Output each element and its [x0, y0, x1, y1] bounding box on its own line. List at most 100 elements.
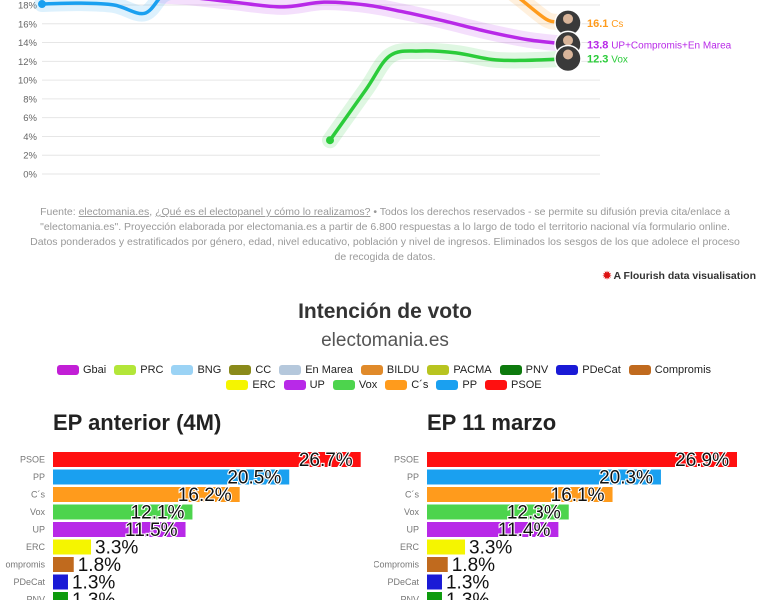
- legend-item[interactable]: PP: [436, 379, 477, 391]
- legend-item[interactable]: ERC: [226, 379, 276, 391]
- y-tick-label: 8%: [23, 94, 37, 105]
- bar: [427, 574, 442, 590]
- legend-label: Gbai: [82, 364, 107, 376]
- bar-value-label: 1.8%: [78, 555, 121, 576]
- legend-swatch: [499, 365, 522, 375]
- source-prefix: Fuente:: [40, 206, 76, 218]
- avatar-face: [563, 13, 573, 24]
- legend-label: CC: [255, 364, 272, 376]
- bar-value-label: 1.3%: [72, 590, 115, 600]
- legend-label: PP: [462, 379, 478, 391]
- legend-swatch: [436, 380, 459, 390]
- bar-category-label: ompromis: [5, 560, 45, 570]
- avatar-face: [563, 35, 573, 46]
- chart-subtitle: electomania.es: [321, 330, 449, 351]
- legend-item[interactable]: PDeCat: [556, 364, 621, 376]
- legend-swatch: [485, 380, 508, 390]
- bar-value-label: 11.5%: [125, 520, 178, 541]
- legend-item[interactable]: CC: [229, 364, 271, 376]
- end-label-value: 13.8: [587, 39, 608, 51]
- legend-swatch: [171, 365, 194, 375]
- bar: [53, 487, 240, 502]
- legend-label: PACMA: [453, 364, 492, 376]
- bar-value-label: 26.9%: [675, 450, 729, 471]
- legend-item[interactable]: En Marea: [279, 364, 353, 376]
- bar: [53, 522, 186, 537]
- source-link-electomania[interactable]: electomania.es: [78, 206, 150, 218]
- legend-item[interactable]: BILDU: [360, 364, 420, 376]
- source-note: Fuente: electomania.es, ¿Qué es el elect…: [20, 205, 750, 265]
- legend-swatch: [385, 380, 408, 390]
- bar-category-label: UP: [32, 525, 45, 535]
- y-tick-label: 16%: [18, 19, 38, 30]
- bar-value-label: 20.3%: [599, 468, 653, 489]
- legend-item[interactable]: PRC: [114, 364, 163, 376]
- bar-category-label: PNV: [400, 595, 419, 600]
- bar: [53, 504, 193, 520]
- source-line1: • Todos los derechos reservados - se per…: [373, 206, 730, 218]
- bar-value-label: 16.1%: [551, 485, 605, 506]
- bar: [427, 592, 442, 600]
- bar-value-label: 1.3%: [446, 573, 489, 594]
- bar-category-label: PDeCat: [387, 577, 419, 587]
- legend-label: PRC: [140, 364, 164, 376]
- legend-item[interactable]: Vox: [332, 379, 377, 391]
- source-link-electopanel[interactable]: ¿Qué es el electopanel y cómo lo realiza…: [155, 206, 371, 218]
- legend: Gbai PRC BNG CC En Marea BILDU PACMA PNV PDeCat C…: [38, 363, 738, 393]
- series-start-point: [326, 136, 334, 145]
- legend-item[interactable]: Compromis: [628, 364, 711, 376]
- legend-swatch: [56, 365, 79, 375]
- legend-swatch: [332, 380, 355, 390]
- legend-label: UP: [309, 379, 325, 391]
- legend-item[interactable]: PSOE: [485, 379, 542, 391]
- bar-category-label: ERC: [26, 542, 46, 552]
- bar-category-label: PSOE: [20, 455, 45, 465]
- bar: [53, 592, 68, 600]
- legend-label: PDeCat: [582, 364, 621, 376]
- series-line: [328, 49, 572, 142]
- end-label-name: Vox: [608, 55, 627, 66]
- bar: [53, 539, 92, 555]
- bar-value-label: 20.5%: [227, 468, 281, 489]
- legend-swatch: [628, 365, 651, 375]
- legend-swatch: [226, 380, 249, 390]
- legend-item[interactable]: UP: [283, 379, 325, 391]
- bar-category-label: C´s: [405, 490, 419, 500]
- legend-swatch: [427, 365, 450, 375]
- legend-item[interactable]: C´s: [385, 379, 428, 391]
- bar: [427, 452, 737, 467]
- flourish-burst-icon: ✹: [602, 270, 612, 282]
- legend-item[interactable]: BNG: [171, 364, 221, 376]
- flourish-credit[interactable]: ✹ A Flourish data visualisation: [603, 270, 756, 282]
- bar-category-label: PDeCat: [13, 577, 45, 587]
- legend-label: BILDU: [386, 364, 420, 376]
- y-tick-label: 4%: [23, 132, 37, 143]
- source-line4: de recogida de datos.: [334, 251, 436, 263]
- bar: [53, 557, 74, 572]
- legend-label: PNV: [525, 364, 549, 376]
- flourish-label: A Flourish data visualisation: [613, 270, 756, 282]
- bar: [427, 469, 661, 485]
- legend-swatch: [556, 365, 579, 375]
- bar-category-label: ERC: [400, 542, 420, 552]
- bar-value-label: 12.1%: [131, 503, 185, 524]
- series-line: [199, 0, 572, 47]
- bar-category-label: C´s: [31, 490, 45, 500]
- legend-item[interactable]: Gbai: [56, 364, 107, 376]
- chart-title: Intención de voto: [298, 300, 472, 323]
- end-label-name: UP+Compromis+En Marea: [608, 40, 731, 51]
- bar-chart-ep-anterior: PSOE 26.7% PP 20.5% C´s 16.2% Vox 12.1% UP 11.5% E…: [5, 449, 361, 600]
- bar-value-label: 16.2%: [178, 485, 232, 506]
- bar: [427, 504, 569, 520]
- bar-value-label: 26.7%: [299, 450, 353, 471]
- y-tick-label: 18%: [18, 1, 38, 12]
- bar-value-label: 11.4%: [498, 520, 551, 541]
- series-end-label: 16.1 Cs: [587, 18, 623, 30]
- y-tick-label: 6%: [23, 113, 37, 124]
- legend-label: ERC: [252, 379, 276, 391]
- bar: [427, 487, 613, 502]
- legend-swatch: [283, 380, 306, 390]
- legend-item[interactable]: PNV: [499, 364, 549, 376]
- bar: [427, 557, 448, 572]
- legend-item[interactable]: PACMA: [427, 364, 492, 376]
